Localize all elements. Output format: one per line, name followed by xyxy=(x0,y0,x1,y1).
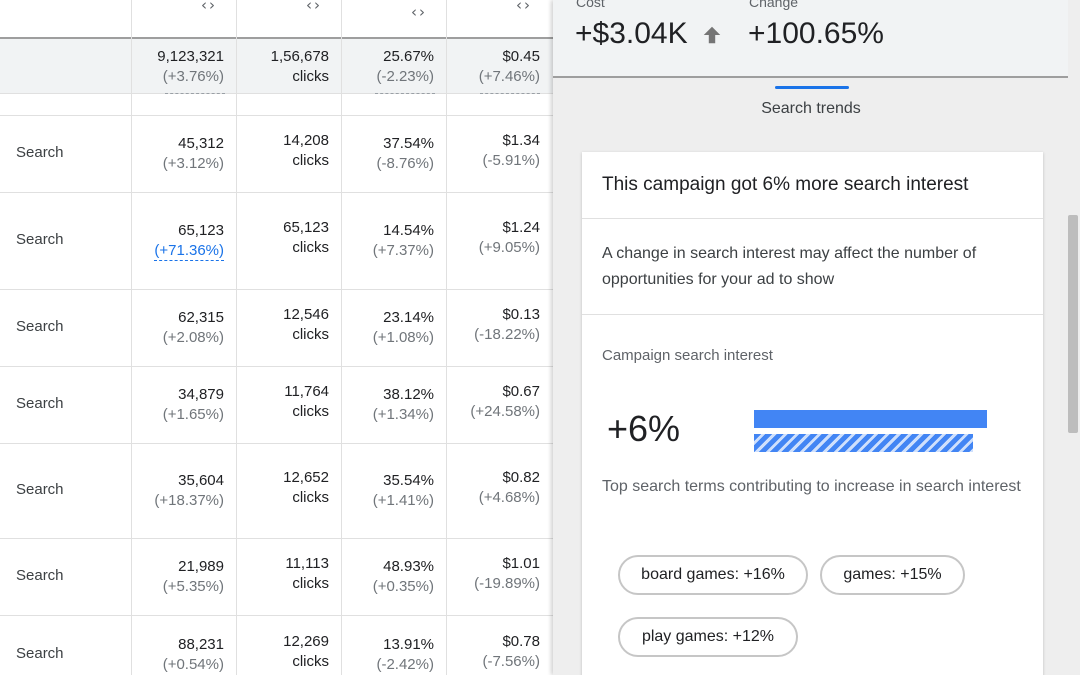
table-row[interactable]: Search 62,315 (+2.08%) 12,546 clicks 23.14% (+… xyxy=(0,289,553,366)
scrollbar-thumb[interactable] xyxy=(1068,215,1078,433)
ctr-cell: 38.12% (+1.34%) xyxy=(372,386,434,423)
card-description: A change in search interest may affect t… xyxy=(602,245,977,288)
impressions-cell: 88,231 (+0.54%) xyxy=(162,636,224,673)
cpc-cell: $0.78 (-7.56%) xyxy=(482,633,540,670)
impressions-cell: 21,989 (+5.35%) xyxy=(162,558,224,595)
ctr-cell: 23.14% (+1.08%) xyxy=(372,309,434,346)
column-divider xyxy=(341,0,342,675)
impressions-change: (+18.37%) xyxy=(154,492,224,509)
clicks-cell: 14,208 clicks xyxy=(283,132,329,169)
impressions-cell: 62,315 (+2.08%) xyxy=(162,309,224,346)
search-interest-card: This campaign got 6% more search interes… xyxy=(582,152,1043,675)
total-cpc: $0.45 (+7.46%) xyxy=(478,48,540,85)
campaign-type: Search xyxy=(16,144,64,161)
ctr-cell: 14.54% (+7.37%) xyxy=(372,222,434,259)
divider xyxy=(582,314,1043,315)
impressions-cell: 35,604 (+18.37%) xyxy=(154,472,224,509)
clicks-cell: 12,546 clicks xyxy=(283,306,329,343)
impressions-cell: 45,312 (+3.12%) xyxy=(162,135,224,172)
clicks-cell: 11,764 clicks xyxy=(284,383,329,420)
campaign-type: Search xyxy=(16,231,64,248)
campaign-type: Search xyxy=(16,481,64,498)
clicks-cell: 65,123 clicks xyxy=(283,219,329,256)
insights-panel: Cost +$3.04K Change +100.65% Search tren… xyxy=(553,0,1080,675)
panel-header: Cost +$3.04K Change +100.65% xyxy=(553,0,1068,78)
sort-arrows-icon[interactable]: ‹› xyxy=(516,0,532,14)
collapsed-row xyxy=(0,93,553,115)
totals-row: 9,123,321 (+3.76%) 1,56,678 clicks 25.67… xyxy=(0,39,553,93)
campaign-type: Search xyxy=(16,567,64,584)
active-tab-indicator xyxy=(775,86,849,89)
campaign-type: Search xyxy=(16,318,64,335)
dashed-underline xyxy=(480,93,540,94)
change-value: +100.65% xyxy=(748,17,884,50)
campaign-table: ‹› ‹› ‹› ‹› 9,123,321 (+3.76%) 1,56,678 … xyxy=(0,0,553,675)
impressions-cell: 65,123 (+71.36%) xyxy=(154,222,224,261)
column-divider xyxy=(236,0,237,675)
current-interest-bar xyxy=(754,410,987,428)
cpc-cell: $0.82 (+4.68%) xyxy=(478,469,540,506)
clicks-cell: 12,652 clicks xyxy=(283,469,329,506)
cost-value: +$3.04K xyxy=(575,17,688,50)
sort-arrows-icon[interactable]: ‹› xyxy=(201,0,217,14)
cpc-cell: $1.24 (+9.05%) xyxy=(478,219,540,256)
table-row[interactable]: Search 21,989 (+5.35%) 11,113 clicks 48.93% (+… xyxy=(0,538,553,615)
clicks-cell: 12,269 clicks xyxy=(283,633,329,670)
chip-board-games[interactable]: board games: +16% xyxy=(618,555,808,595)
impressions-change: (+0.54%) xyxy=(162,656,224,673)
sort-arrows-icon[interactable]: ‹› xyxy=(411,3,427,21)
column-divider xyxy=(131,0,132,675)
cpc-cell: $0.67 (+24.58%) xyxy=(470,383,540,420)
dashed-underline xyxy=(165,93,225,94)
campaign-search-interest-label: Campaign search interest xyxy=(602,347,773,364)
ctr-cell: 35.54% (+1.41%) xyxy=(372,472,434,509)
cost-label: Cost xyxy=(576,0,605,10)
chip-games[interactable]: games: +15% xyxy=(820,555,965,595)
clicks-cell: 11,113 clicks xyxy=(285,555,329,592)
impressions-change[interactable]: (+71.36%) xyxy=(154,242,224,261)
impressions-change: (+1.65%) xyxy=(162,406,224,423)
header-divider xyxy=(0,37,553,39)
ctr-cell: 48.93% (+0.35%) xyxy=(372,558,434,595)
impressions-change: (+3.12%) xyxy=(162,155,224,172)
table-row[interactable]: Search 35,604 (+18.37%) 12,652 clicks 35.54%(… xyxy=(0,443,553,538)
dashed-underline xyxy=(375,93,435,94)
total-ctr: 25.67% (-2.23%) xyxy=(376,48,434,85)
column-divider xyxy=(446,0,447,675)
ctr-cell: 37.54% (-8.76%) xyxy=(376,135,434,172)
top-terms-label: Top search terms contributing to increas… xyxy=(602,478,1021,495)
impressions-cell: 34,879 (+1.65%) xyxy=(162,386,224,423)
previous-interest-bar xyxy=(754,434,973,452)
total-impressions: 9,123,321 (+3.76%) xyxy=(157,48,224,85)
table-row[interactable]: Search 65,123 (+71.36%) 65,123 clicks 14.54%(… xyxy=(0,192,553,289)
table-row[interactable]: Search 45,312 (+3.12%) 14,208 clicks 37.54% (-… xyxy=(0,115,553,192)
tab-search-trends[interactable]: Search trends xyxy=(761,100,861,117)
search-interest-value: +6% xyxy=(607,408,681,449)
total-clicks: 1,56,678 clicks xyxy=(270,48,329,85)
chip-play-games[interactable]: play games: +12% xyxy=(618,617,798,657)
impressions-change: (+5.35%) xyxy=(162,578,224,595)
cpc-cell: $1.01 (-19.89%) xyxy=(474,555,540,592)
campaign-type: Search xyxy=(16,645,64,662)
sort-arrows-icon[interactable]: ‹› xyxy=(306,0,322,14)
campaign-type: Search xyxy=(16,395,64,412)
table-header: ‹› ‹› ‹› ‹› xyxy=(0,0,553,37)
ctr-cell: 13.91% (-2.42%) xyxy=(376,636,434,673)
table-row[interactable]: Search 34,879 (+1.65%) 11,764 clicks 38.12% (+… xyxy=(0,366,553,443)
card-title: This campaign got 6% more search interes… xyxy=(602,174,969,195)
change-label: Change xyxy=(749,0,799,10)
arrow-up-icon xyxy=(703,26,721,44)
divider xyxy=(582,218,1043,219)
cpc-cell: $0.13 (-18.22%) xyxy=(474,306,540,343)
cpc-cell: $1.34 (-5.91%) xyxy=(482,132,540,169)
impressions-change: (+2.08%) xyxy=(162,329,224,346)
table-row[interactable]: Search 88,231 (+0.54%) 12,269 clicks 13.91% (-… xyxy=(0,615,553,675)
